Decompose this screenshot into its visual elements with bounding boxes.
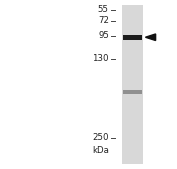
Text: 250: 250 [92, 133, 109, 142]
Bar [123, 90, 142, 94]
Bar [122, 5, 143, 164]
Text: kDa: kDa [92, 146, 109, 155]
Text: 55: 55 [98, 5, 109, 14]
Text: 95: 95 [98, 31, 109, 40]
Polygon shape [145, 34, 156, 41]
Bar [123, 35, 142, 40]
Text: 130: 130 [92, 54, 109, 63]
Text: 72: 72 [98, 16, 109, 25]
